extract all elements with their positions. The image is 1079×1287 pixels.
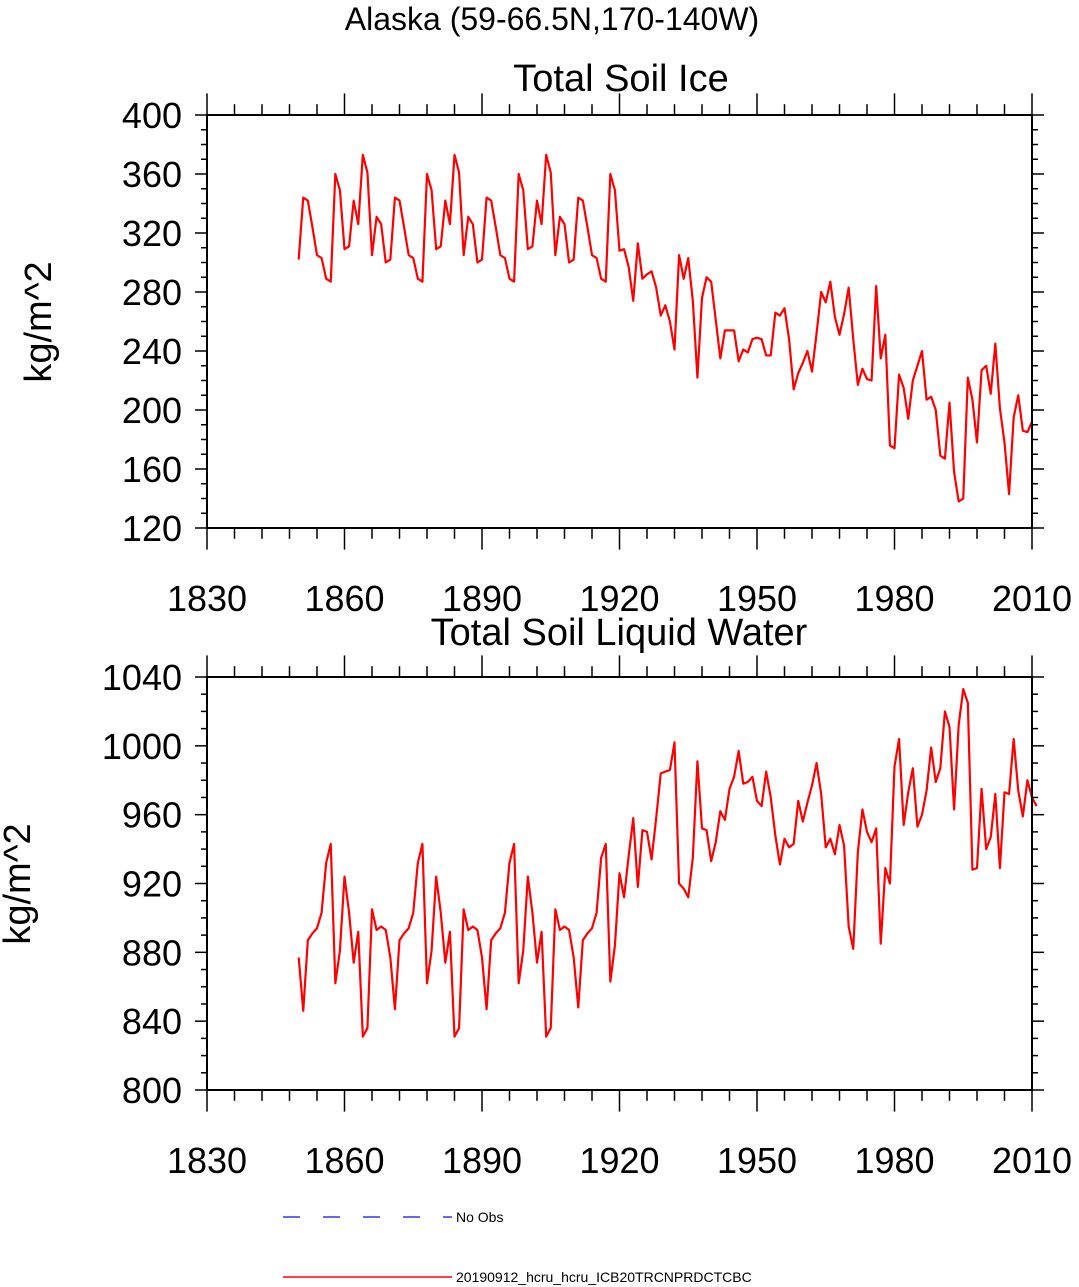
plot-frame [206,114,1033,529]
y-tick-label: 800 [122,1070,182,1111]
axis-ticks [195,93,1044,550]
y-tick-label: 160 [122,449,182,490]
y-tick-label: 360 [122,154,182,195]
x-tick-label: 1920 [579,1140,659,1181]
x-tick-label: 1860 [304,1140,384,1181]
tick-labels: 800 840 880 920 960 1000 1040 1830 1860 1890 1920 1… [102,657,1072,1181]
x-tick-label: 1950 [717,1140,797,1181]
y-tick-label: 880 [122,932,182,973]
x-tick-label: 1920 [579,578,659,619]
figure-title: Alaska (59-66.5N,170-140W) [345,1,759,37]
x-tick-label: 1980 [854,1140,934,1181]
series-lines [297,687,1038,1038]
y-tick-label: 1000 [102,726,182,767]
legend-label-model: 20190912_hcru_hcru_ICB20TRCNPRDCTCBC [456,1269,752,1285]
y-axis-label: kg/m^2 [18,261,60,382]
legend: No Obs 20190912_hcru_hcru_ICB20TRCNPRDCT… [283,1209,752,1285]
x-tick-label: 1980 [854,578,934,619]
y-tick-label: 840 [122,1001,182,1042]
chart-soil-ice: Total Soil Ice kg/m^2 120 160 200 240 280 320… [18,58,1072,619]
y-tick-label: 120 [122,508,182,549]
y-tick-label: 240 [122,331,182,372]
y-tick-label: 1040 [102,657,182,698]
x-tick-label: 1890 [442,1140,522,1181]
axis-ticks [195,655,1044,1112]
x-tick-label: 1830 [167,578,247,619]
chart-title: Total Soil Liquid Water [431,612,808,654]
series-line [297,153,1034,503]
chart-title: Total Soil Ice [513,58,728,100]
tick-labels: 120 160 200 240 280 320 360 400 1830 1860 1890 1920… [122,95,1072,619]
x-tick-label: 1950 [717,578,797,619]
chart-soil-liquid-water: Total Soil Liquid Water kg/m^2 800 840 880… [0,612,1072,1181]
series-lines [297,153,1034,503]
x-tick-label: 2010 [992,1140,1072,1181]
x-tick-label: 1830 [167,1140,247,1181]
y-tick-label: 400 [122,95,182,136]
legend-label-no-obs: No Obs [456,1209,503,1225]
x-tick-label: 1860 [304,578,384,619]
y-tick-label: 200 [122,390,182,431]
x-tick-label: 2010 [992,578,1072,619]
y-axis-label: kg/m^2 [0,823,39,944]
y-tick-label: 920 [122,864,182,905]
y-tick-label: 280 [122,272,182,313]
plot-frame [206,676,1033,1091]
y-tick-label: 320 [122,213,182,254]
series-line [297,687,1038,1038]
x-tick-label: 1890 [442,578,522,619]
y-tick-label: 960 [122,795,182,836]
